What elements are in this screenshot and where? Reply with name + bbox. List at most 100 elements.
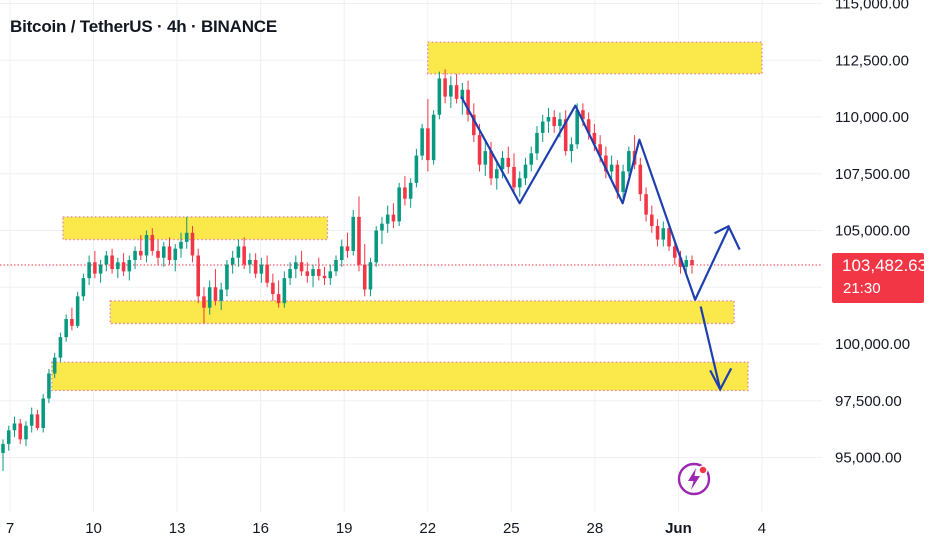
candle-body: [443, 78, 447, 97]
candle-body: [35, 414, 40, 428]
candle-body: [408, 182, 413, 199]
candle-body: [202, 296, 206, 308]
candle-body: [420, 128, 424, 156]
candle-body: [242, 246, 246, 265]
candle-body: [64, 319, 68, 338]
candle-body: [311, 269, 315, 276]
candle-body: [460, 89, 465, 99]
candle-body: [368, 262, 373, 290]
candle-body: [144, 235, 149, 256]
candle-body: [282, 278, 287, 304]
y-tick-label: 100,000.00: [835, 336, 910, 353]
candle-body: [495, 169, 499, 179]
x-tick-label: 10: [85, 520, 102, 537]
candle-body: [305, 271, 310, 276]
candle-body: [18, 423, 23, 440]
candle-body: [397, 187, 401, 222]
bar-countdown: 21:30: [843, 280, 881, 297]
candle-body: [299, 262, 304, 272]
candle-body: [24, 425, 28, 440]
y-tick-label: 115,000.00: [835, 0, 909, 13]
candle-body: [627, 151, 631, 172]
x-tick-label: Jun: [665, 520, 692, 537]
candle-body: [173, 248, 178, 261]
candles: [1, 69, 694, 472]
candle-body: [678, 257, 683, 267]
candle-body: [374, 230, 378, 263]
candle-body: [512, 166, 516, 188]
candle-body: [288, 269, 292, 279]
candle-body: [213, 287, 218, 301]
candle-body: [431, 114, 436, 161]
candle-body: [638, 164, 643, 195]
candle-body: [385, 214, 390, 224]
candle-body: [586, 119, 591, 133]
candle-body: [489, 151, 493, 179]
grid: [0, 0, 822, 512]
x-tick-label: 13: [169, 520, 186, 537]
pattern-line: [460, 96, 730, 301]
candle-body: [569, 144, 574, 152]
candle-body: [546, 117, 551, 122]
candle-body: [563, 119, 568, 152]
candle-body: [47, 373, 51, 399]
candle-body: [552, 117, 556, 127]
candle-body: [540, 121, 545, 133]
x-tick-label: 28: [587, 520, 604, 537]
candle-body: [523, 164, 528, 179]
tradingview-lightning-logo-icon[interactable]: [677, 462, 711, 496]
candle-body: [127, 260, 132, 272]
candle-body: [339, 246, 344, 261]
candle-body: [351, 216, 356, 251]
current-price-badge: 103,482.63 21:30: [832, 253, 928, 303]
candle-body: [116, 262, 120, 270]
candle-body: [236, 246, 241, 258]
candle-body: [219, 289, 223, 301]
candle-body: [328, 271, 333, 279]
x-tick-label: 16: [252, 520, 269, 537]
candle-body: [414, 155, 419, 183]
pattern-drawing: [460, 96, 741, 392]
candle-body: [75, 296, 80, 326]
candle-body: [454, 85, 459, 99]
y-tick-label: 95,000.00: [835, 450, 902, 467]
support-resistance-zone: [109, 300, 735, 325]
y-axis: 95,000.0097,500.00100,000.00102,500.0010…: [835, 0, 910, 467]
x-tick-label: 4: [758, 520, 766, 537]
candle-body: [345, 246, 350, 251]
y-tick-label: 97,500.00: [835, 393, 902, 410]
candle-body: [121, 262, 126, 272]
candle-body: [133, 250, 137, 261]
candle-body: [98, 264, 103, 274]
candle-body: [70, 319, 74, 326]
candle-body: [184, 232, 189, 242]
candle-body: [29, 414, 34, 426]
candle-body: [259, 264, 264, 274]
x-tick-label: 19: [336, 520, 353, 537]
candle-body: [179, 241, 183, 249]
candle-body: [81, 278, 86, 297]
candle-body: [500, 157, 505, 170]
y-tick-label: 107,500.00: [835, 166, 910, 183]
candle-body: [403, 187, 407, 199]
candle-body: [477, 135, 482, 165]
candle-body: [684, 260, 689, 267]
support-resistance-zone: [51, 361, 749, 392]
candle-body: [483, 151, 488, 165]
candle-body: [604, 155, 608, 172]
zones: [51, 41, 763, 392]
arrow-up-head: [714, 224, 741, 251]
candle-body: [52, 357, 57, 374]
arrow-down-head: [709, 367, 733, 392]
candle-body: [225, 264, 229, 290]
candle-body: [265, 264, 269, 283]
current-price-value: 103,482.63: [842, 256, 928, 275]
candle-body: [156, 250, 160, 258]
support-resistance-zone: [62, 216, 329, 241]
candle-body: [87, 262, 91, 279]
candle-body: [506, 157, 511, 167]
x-tick-label: 7: [6, 520, 14, 537]
candle-body: [517, 178, 522, 188]
